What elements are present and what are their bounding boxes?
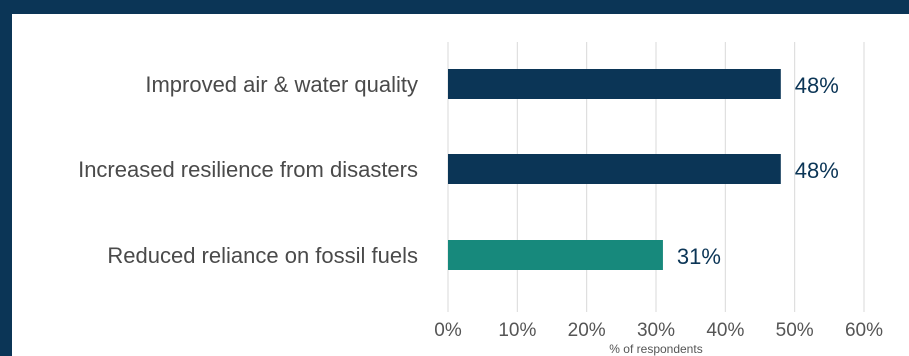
bars — [448, 69, 781, 270]
data-label: 48% — [795, 158, 839, 183]
x-tick-label: 30% — [637, 320, 675, 341]
x-tick-labels: 0% 10% 20% 30% 40% 50% 60% — [434, 320, 883, 341]
x-axis-title: % of respondents — [609, 342, 702, 356]
category-label: Reduced reliance on fossil fuels — [107, 243, 418, 268]
bar — [448, 154, 781, 184]
data-label: 31% — [677, 244, 721, 269]
category-label: Improved air & water quality — [145, 72, 418, 97]
category-labels: Improved air & water quality Increased re… — [78, 72, 418, 268]
bar — [448, 69, 781, 99]
x-tick-label: 20% — [568, 320, 606, 341]
x-tick-label: 40% — [706, 320, 744, 341]
bar — [448, 240, 663, 270]
data-label: 48% — [795, 73, 839, 98]
x-tick-label: 0% — [434, 320, 462, 341]
x-tick-label: 10% — [498, 320, 536, 341]
x-tick-label: 60% — [845, 320, 883, 341]
x-tick-label: 50% — [776, 320, 814, 341]
category-label: Increased resilience from disasters — [78, 157, 418, 182]
